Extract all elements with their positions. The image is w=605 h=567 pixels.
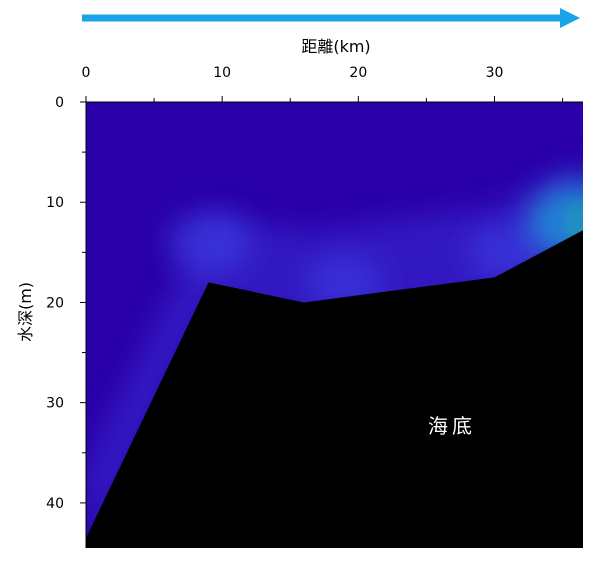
direction-arrow [82, 8, 580, 28]
y-tick-label: 20 [46, 295, 64, 311]
seabed-label: 海底 [428, 414, 476, 438]
y-tick-label: 10 [46, 195, 64, 211]
x-tick-label: 10 [213, 65, 231, 81]
seabed-polygon [86, 230, 583, 548]
direction-arrow-head [560, 8, 580, 28]
x-tick-label: 0 [82, 65, 91, 81]
y-tick-label: 40 [46, 496, 64, 512]
axes: 0 10 20 30 0 10 20 30 40 [46, 65, 583, 548]
water-highlight-core [573, 208, 583, 237]
seabed [86, 230, 583, 548]
x-axis-title: 距離(km) [301, 37, 370, 56]
y-axis-title: 水深(m) [16, 282, 35, 342]
y-tick-label: 0 [55, 95, 64, 111]
water-highlight [166, 212, 251, 273]
x-tick-label: 30 [486, 65, 504, 81]
y-tick-label: 30 [46, 396, 64, 412]
x-tick-label: 20 [349, 65, 367, 81]
